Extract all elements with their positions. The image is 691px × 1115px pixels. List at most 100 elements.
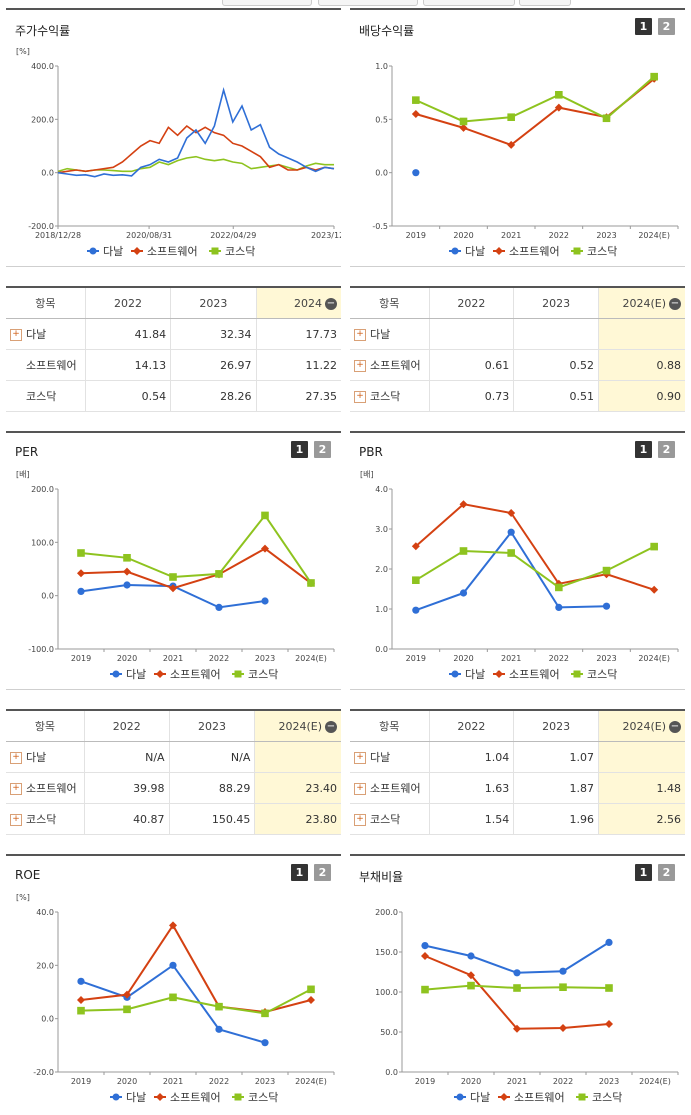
y-tick-label: 400.0 [31, 62, 54, 71]
row-label: + 다날 [6, 741, 85, 773]
table-header-cell: 항목 [350, 711, 430, 742]
table-cell: 23.80 [254, 803, 341, 835]
x-tick-label: 2024(E) [638, 231, 670, 240]
point-dnal [605, 938, 613, 946]
chart-mode-1-button[interactable]: 1 [635, 864, 652, 881]
chart-mode-1-button[interactable]: 1 [291, 441, 308, 458]
chart-per: [배]200.0 100.0 0.0 -100.0 2019 2020 2021 2022 20… [16, 470, 335, 681]
table-cell: 0.52 [513, 349, 599, 381]
collapse-icon[interactable]: − [669, 720, 681, 733]
row-label: + 코스닥 [6, 803, 85, 835]
point-kosdaq [467, 981, 475, 990]
axis-unit: [%] [16, 893, 30, 902]
expand-icon[interactable]: + [354, 752, 366, 764]
panel-title: 부채비율 [359, 870, 404, 884]
top-control-4[interactable] [519, 0, 571, 6]
legend-label: 다날 [126, 1091, 146, 1104]
chart-mode-1-button[interactable]: 1 [635, 18, 652, 35]
expand-icon[interactable]: + [354, 360, 366, 372]
table-header-row: 항목 2022 2023 2024(E) − [6, 711, 341, 742]
chart-mode-1-button[interactable]: 1 [291, 864, 308, 881]
y-tick-label: 100.0 [375, 988, 398, 997]
chart-mode-1-button[interactable]: 1 [635, 441, 652, 458]
table-row: 소프트웨어 14.13 26.97 11.22 [6, 349, 341, 381]
x-tick-label: 2022 [209, 1077, 229, 1086]
point-kosdaq [261, 1009, 269, 1018]
series-line [415, 78, 655, 147]
top-control-3[interactable] [423, 0, 515, 6]
top-control-2[interactable] [318, 0, 418, 6]
expand-icon[interactable]: + [10, 783, 22, 795]
y-tick-label: -20.0 [33, 1068, 54, 1077]
top-control-1[interactable] [222, 0, 312, 6]
x-tick-label: 2021 [501, 231, 521, 240]
legend-label: 소프트웨어 [509, 245, 560, 258]
series-line [80, 963, 266, 1044]
x-tick-label: 2024(E) [638, 654, 670, 663]
expand-icon[interactable]: + [354, 783, 366, 795]
legend-label: 다날 [465, 668, 485, 681]
expand-icon[interactable]: + [10, 814, 22, 826]
chart-mode-2-button[interactable]: 2 [658, 864, 675, 881]
y-tick-label: 0.5 [375, 115, 388, 124]
expand-icon[interactable]: + [354, 391, 366, 403]
y-tick-label: 0.0 [375, 169, 388, 178]
y-tick-label: -100.0 [28, 645, 54, 654]
x-tick-label: 2023 [596, 654, 616, 663]
collapse-icon[interactable]: − [669, 297, 681, 310]
table-header-cell: 항목 [350, 288, 430, 319]
series-line [415, 545, 655, 589]
expand-icon[interactable]: + [354, 814, 366, 826]
collapse-icon[interactable]: − [325, 297, 337, 310]
point-dnal [507, 528, 515, 536]
x-tick-label: 2023 [255, 1077, 275, 1086]
table-cell: 2.56 [597, 803, 685, 835]
legend-label: 다날 [126, 668, 146, 681]
row-label-text: 다날 [370, 328, 391, 341]
chart-mode-2-button[interactable]: 2 [314, 864, 331, 881]
row-label: + 소프트웨어 [350, 772, 430, 804]
point-kosdaq [602, 566, 611, 575]
point-kosdaq [605, 984, 613, 992]
y-tick-label: 4.0 [375, 485, 388, 494]
table-cell: 1.07 [513, 741, 599, 773]
table-cell [428, 318, 514, 350]
table-cell: 88.29 [168, 772, 255, 804]
expand-icon[interactable]: + [354, 329, 366, 341]
table-cell: 0.51 [513, 380, 599, 412]
table-cell: 11.22 [255, 349, 341, 381]
table-cell: N/A [168, 741, 255, 773]
point-software [77, 569, 85, 578]
chart-mode-2-button[interactable]: 2 [658, 441, 675, 458]
table-cell: 28.26 [170, 380, 257, 412]
expand-icon[interactable]: + [10, 329, 22, 341]
legend-label: 코스닥 [248, 1091, 278, 1104]
collapse-icon[interactable]: − [325, 720, 337, 733]
row-label: 코스닥 [6, 380, 86, 412]
x-tick-label: 2018/12/28 [35, 231, 81, 240]
series-line [57, 155, 334, 173]
table-per: 항목 2022 2023 2024(E) − + 다날 N/A N/A + 소프트웨어 39.98 88… [6, 711, 341, 835]
row-label-text: 코스닥 [370, 813, 401, 826]
point-dnal [261, 1039, 269, 1047]
expand-icon[interactable]: + [10, 752, 22, 764]
row-label-text: 다날 [370, 751, 391, 764]
point-software [459, 123, 468, 132]
y-tick-label: 3.0 [375, 525, 388, 534]
point-dnal [513, 969, 521, 977]
table-header-row: 항목 2022 2023 2024(E) − [350, 711, 685, 742]
y-tick-label: 20.0 [36, 961, 54, 970]
table-cell: 1.63 [428, 772, 514, 804]
table-cell: 27.35 [255, 380, 341, 412]
table-cell: 0.90 [597, 380, 685, 412]
table-cell: 0.88 [597, 349, 685, 381]
chart-mode-2-button[interactable]: 2 [314, 441, 331, 458]
point-kosdaq [307, 985, 315, 994]
table-cell: 1.04 [428, 741, 514, 773]
chart-mode-2-button[interactable]: 2 [658, 18, 675, 35]
y-tick-label: 0.0 [41, 1015, 54, 1024]
y-tick-label: 200.0 [31, 485, 54, 494]
table-header-cell: 2022 [428, 288, 514, 319]
legend-label: 코스닥 [248, 668, 278, 681]
panel-title: 배당수익률 [359, 24, 415, 38]
